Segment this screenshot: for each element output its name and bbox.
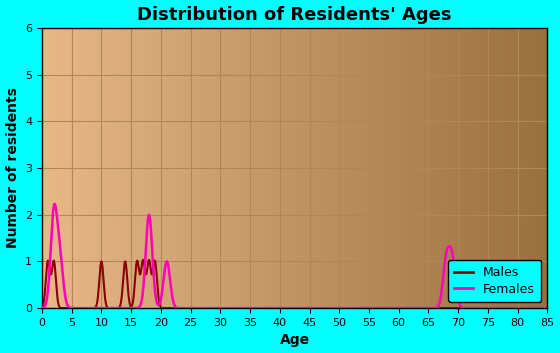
Y-axis label: Number of residents: Number of residents xyxy=(6,88,20,249)
Title: Distribution of Residents' Ages: Distribution of Residents' Ages xyxy=(137,6,452,24)
Legend: Males, Females: Males, Females xyxy=(448,260,541,302)
X-axis label: Age: Age xyxy=(279,334,310,347)
